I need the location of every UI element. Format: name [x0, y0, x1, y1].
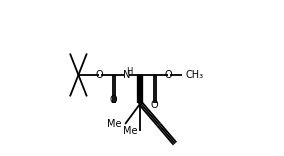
Text: O: O [109, 95, 117, 105]
Text: CH₃: CH₃ [186, 70, 204, 80]
Text: N: N [123, 70, 130, 80]
Text: H: H [126, 67, 133, 76]
Text: O: O [95, 70, 103, 80]
Polygon shape [139, 75, 142, 103]
Text: O: O [164, 70, 172, 80]
Text: Me: Me [107, 119, 122, 129]
Text: Me: Me [123, 126, 137, 136]
Text: O: O [151, 100, 158, 110]
